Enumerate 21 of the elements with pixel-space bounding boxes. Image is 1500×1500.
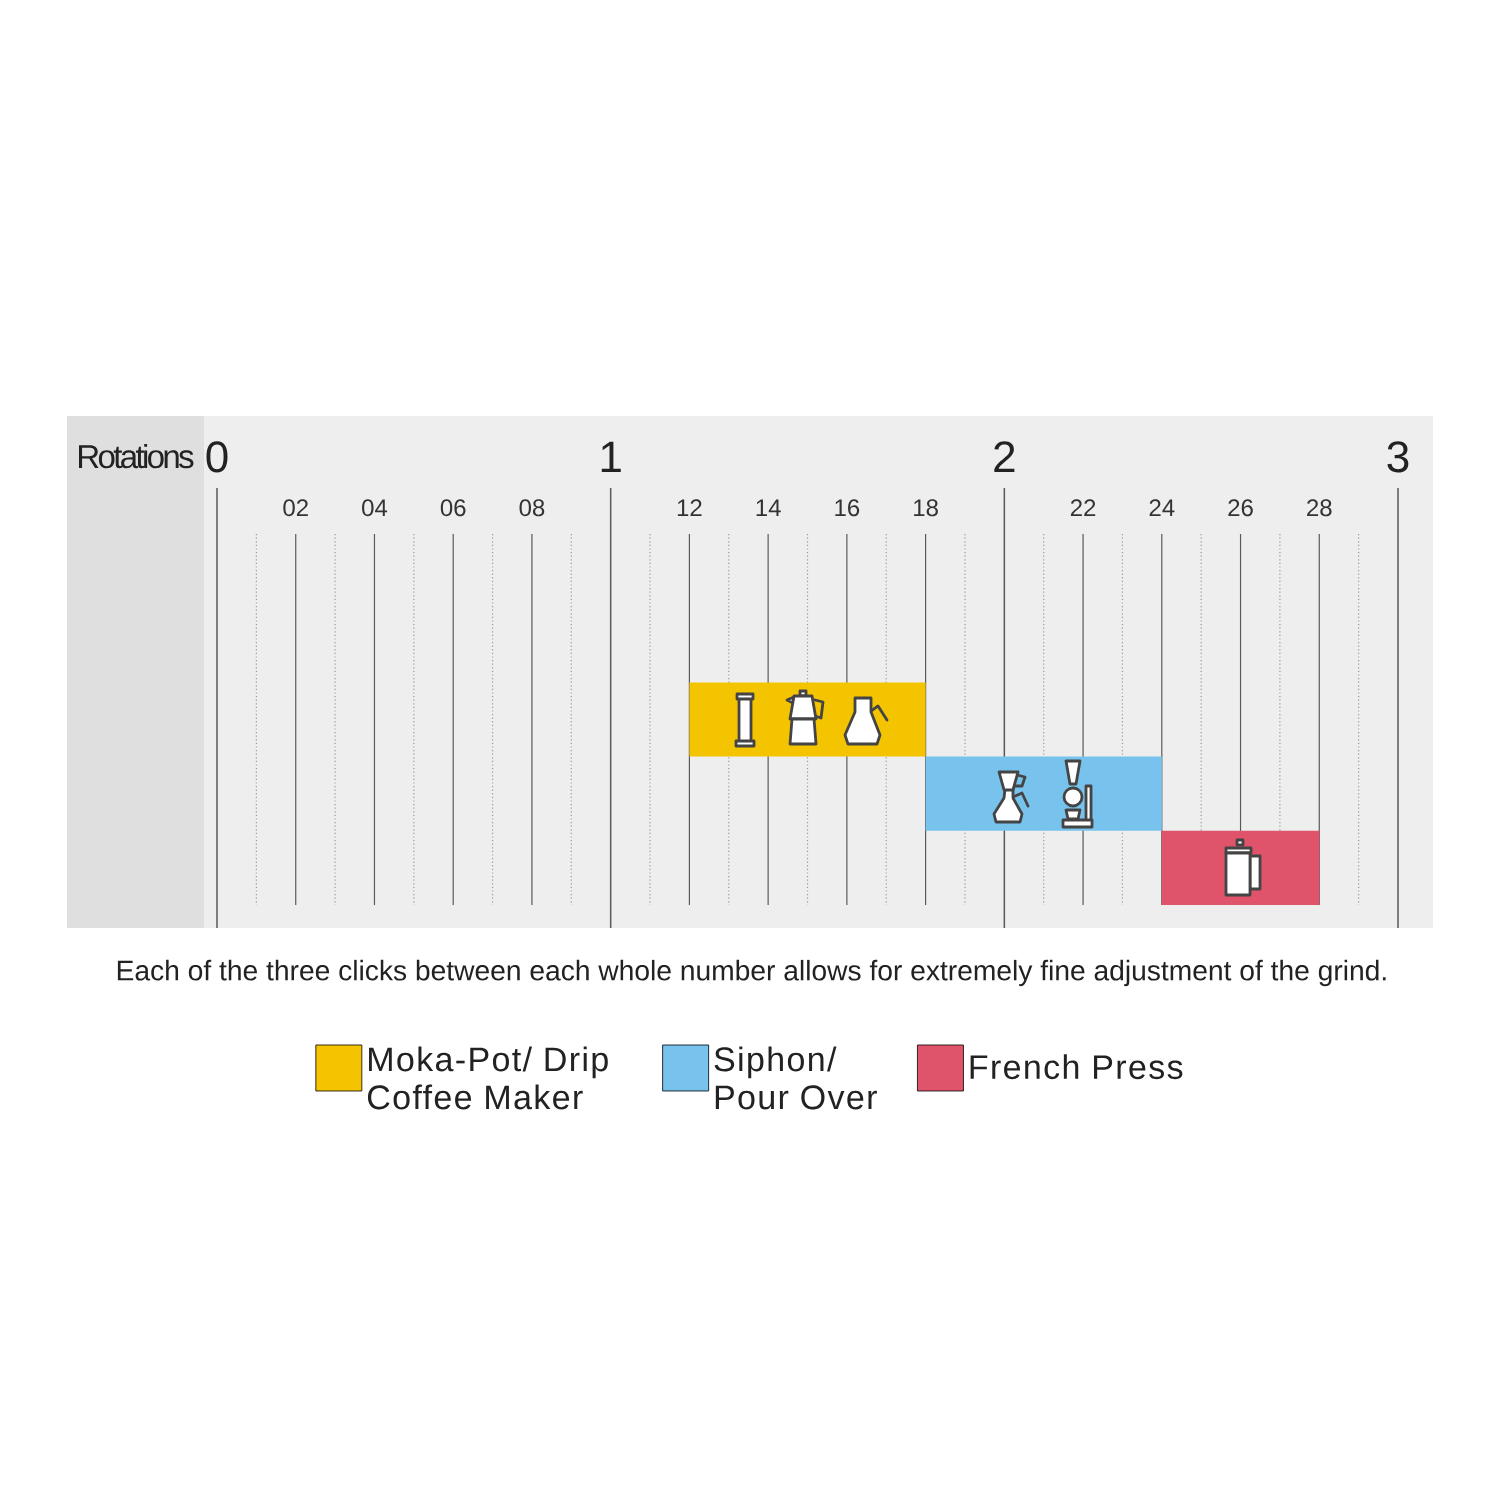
x-tick-label: 06	[440, 499, 466, 517]
x-tick-label: 28	[1307, 499, 1332, 517]
x-tick-label: 16	[835, 499, 860, 517]
x-tick-label: 08	[519, 499, 545, 517]
x2-tick-label: 3	[1387, 441, 1409, 473]
x-tick-label: 22	[1070, 499, 1096, 517]
x2-tick-label: 2	[994, 441, 1015, 472]
x-tick-label: 12	[677, 499, 702, 517]
x-tick-label: 18	[914, 499, 938, 517]
x2-axis-title: Rotations	[79, 444, 194, 469]
x2-tick-label: 1	[601, 441, 621, 472]
legend-label: French Press	[970, 1054, 1183, 1080]
legend-label: Siphon/ Pour Over	[714, 1046, 877, 1110]
text: Each of the three clicks between each whole number allows for extremely fine adjustment of the grind.	[117, 959, 1386, 987]
x-tick-label: 14	[756, 499, 781, 517]
x-tick-label: 24	[1149, 499, 1175, 517]
x-tick-label: 26	[1228, 499, 1253, 517]
x2-tick-label: 0	[206, 441, 228, 473]
legend-label: Moka-Pot/ Drip Coffee Maker	[367, 1046, 608, 1110]
x-tick-label: 02	[283, 499, 308, 517]
x-tick-label: 04	[362, 499, 388, 517]
